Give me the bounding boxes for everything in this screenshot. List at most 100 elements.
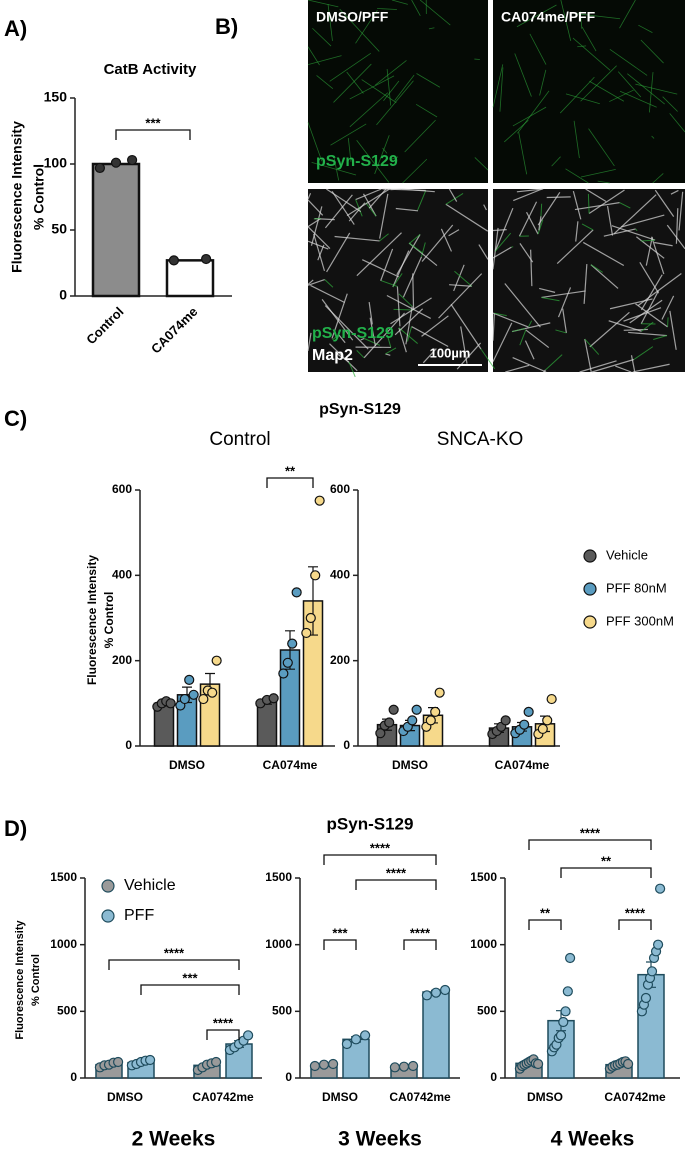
data-point [519, 719, 530, 730]
data-point [425, 715, 436, 726]
neurite [448, 229, 460, 237]
neurite [355, 9, 378, 44]
neurite [517, 90, 550, 134]
neurite [556, 229, 594, 264]
data-point [179, 693, 190, 705]
neurite [332, 334, 339, 341]
neurite [394, 74, 415, 101]
bar [422, 991, 450, 1079]
data-point [211, 655, 222, 666]
neurite [573, 120, 580, 159]
significance-label: **** [213, 1015, 234, 1030]
data-point [542, 715, 553, 726]
neurite [654, 241, 673, 247]
neurite [324, 279, 334, 288]
neurite [609, 49, 648, 76]
neurite [421, 224, 454, 262]
significance-bracket [618, 919, 652, 930]
data-point [430, 706, 441, 717]
neurite [349, 75, 395, 100]
x-tick-label: CA0742me [604, 1090, 666, 1104]
significance-label: **** [386, 865, 407, 880]
stain-label: Map2 [312, 347, 353, 364]
neurite [577, 13, 621, 20]
y-tick-label: 150 [44, 89, 68, 105]
data-point [278, 668, 289, 679]
legend-marker [583, 615, 597, 629]
neurite [537, 219, 544, 235]
panel-label: C) [4, 406, 27, 431]
y-tick-label: 500 [57, 1004, 77, 1018]
significance-label: *** [145, 115, 161, 130]
y-tick-label: 0 [70, 1070, 77, 1084]
neurite [492, 313, 495, 341]
neurite [307, 193, 312, 200]
neurite [494, 207, 514, 252]
y-tick-label: 50 [51, 221, 67, 237]
neurite [492, 312, 529, 328]
neurite [311, 162, 357, 176]
neurite [516, 4, 557, 28]
neurite [584, 338, 592, 373]
significance-label: *** [182, 970, 198, 985]
neurite [518, 132, 528, 175]
data-point [341, 1038, 352, 1050]
significance-bracket [560, 867, 652, 878]
neurite [587, 193, 590, 214]
y-label: % Control [102, 592, 116, 649]
neurite [408, 242, 423, 254]
neurite [316, 75, 334, 89]
chart-subtitle: SNCA-KO [437, 429, 524, 450]
neurite [525, 329, 550, 349]
neurite [641, 321, 654, 332]
neurite [307, 0, 339, 8]
neurite [398, 293, 413, 307]
neurite [627, 73, 665, 105]
neurite [537, 192, 561, 226]
data-point [500, 715, 511, 726]
y-tick-label: 100 [44, 155, 68, 171]
data-point [328, 1058, 339, 1070]
stain-label: pSyn-S129 [316, 153, 398, 170]
data-point [388, 704, 399, 715]
neurite [398, 327, 418, 344]
y-tick-label: 1500 [470, 870, 497, 884]
neurite [327, 4, 333, 42]
neurite [415, 103, 438, 118]
neurite [386, 294, 431, 319]
neurite [492, 322, 513, 362]
significance-bracket [115, 129, 191, 140]
neurite [422, 348, 437, 364]
neurite [579, 360, 617, 373]
x-tick-label: DMSO [107, 1090, 143, 1104]
data-point [310, 570, 321, 581]
bar [637, 973, 665, 1079]
neurite [653, 335, 668, 340]
neurite [362, 259, 400, 278]
y-tick-label: 0 [59, 287, 67, 303]
bar [165, 259, 215, 298]
y-tick-label: 1000 [265, 937, 292, 951]
data-point [537, 723, 548, 735]
neurite [619, 202, 631, 209]
neurite [307, 332, 312, 352]
significance-bracket [206, 1029, 240, 1040]
neurite [669, 113, 685, 133]
neurite [633, 346, 654, 360]
neurite [338, 334, 346, 344]
neurite [581, 26, 597, 52]
neurite [330, 123, 367, 146]
neurite [312, 27, 332, 47]
neurite [613, 194, 657, 235]
neurite [339, 8, 380, 52]
legend-marker [101, 909, 115, 923]
neurite [362, 193, 377, 217]
neurite [654, 189, 675, 217]
neurite [635, 303, 668, 328]
significance-label: ** [601, 853, 612, 868]
neurite [499, 67, 504, 112]
neurite [512, 357, 547, 373]
neurite [539, 69, 547, 96]
y-label: % Control [30, 954, 42, 1006]
